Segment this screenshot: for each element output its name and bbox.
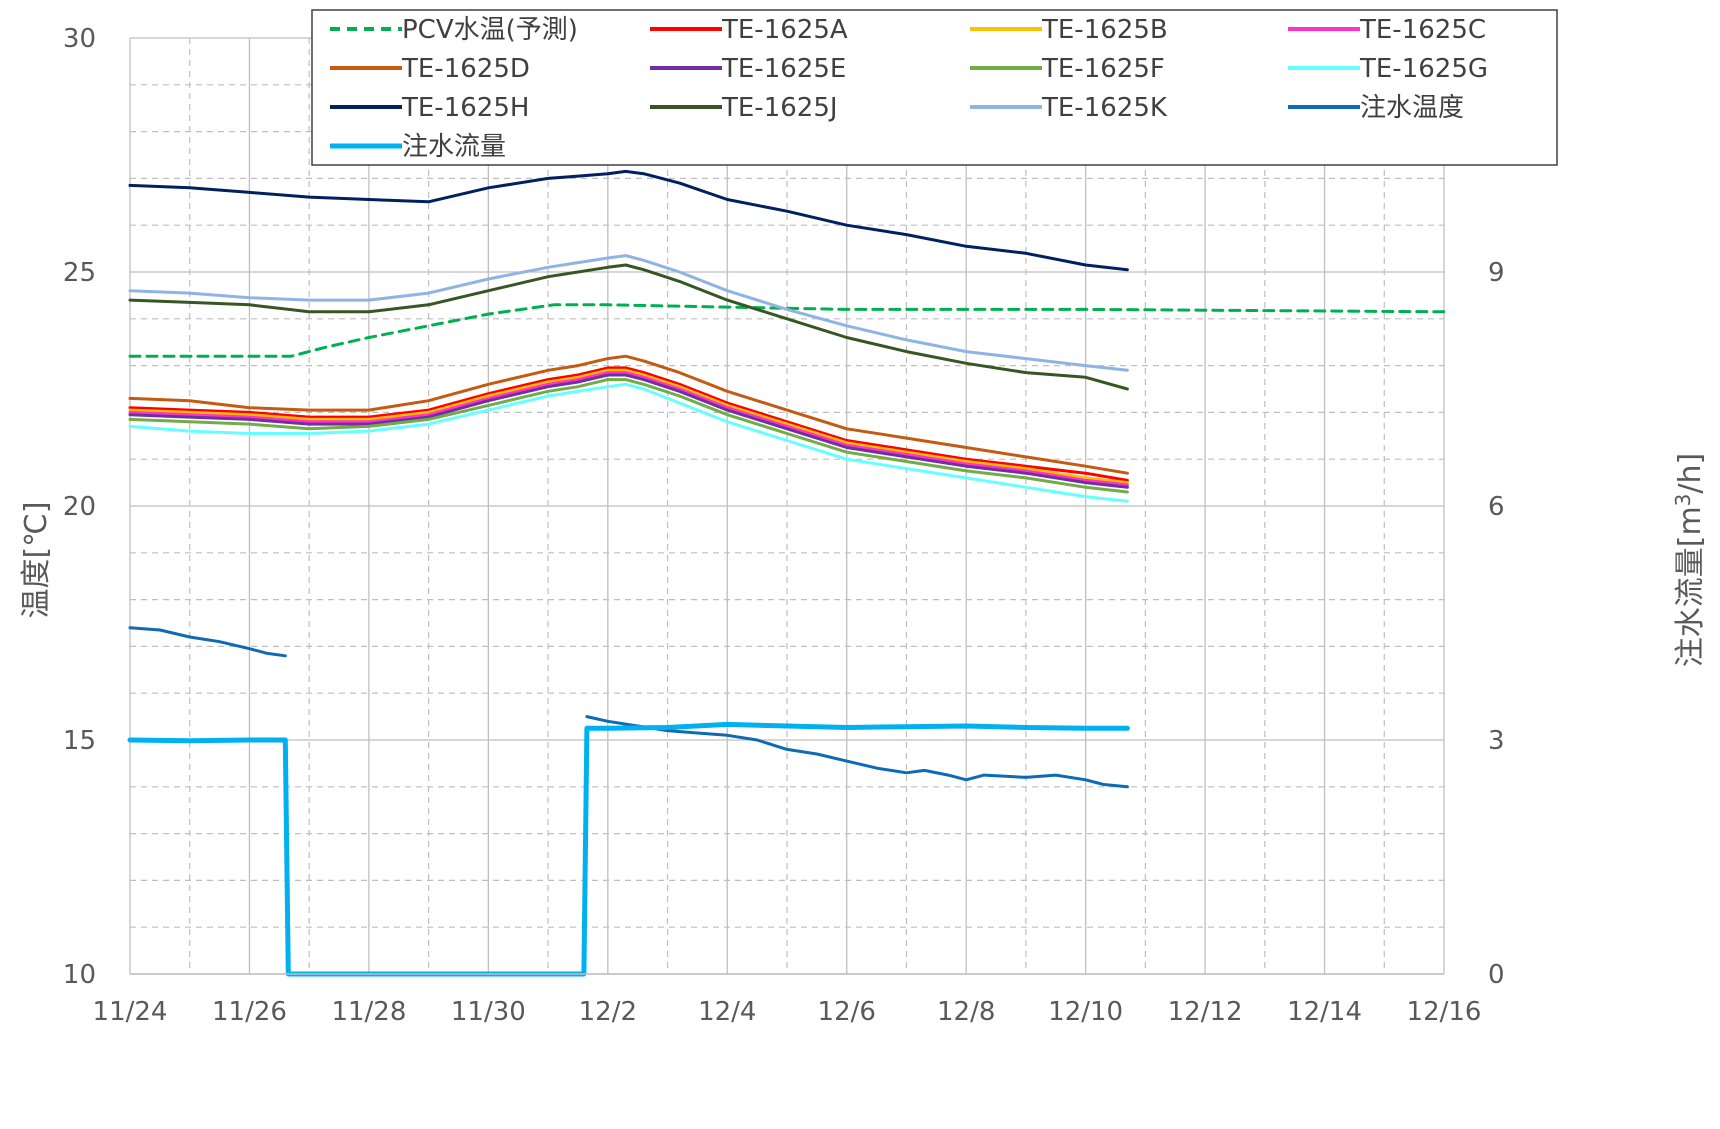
y2-axis-title-base: 注水流量[m <box>1673 506 1708 667</box>
series-line-5 <box>128 373 1129 489</box>
axes: 11/24 11/26 11/28 11/30 12/2 12/4 12/6 12/8 12/1… <box>63 24 1521 1027</box>
x-tick-label: 12/16 <box>1407 997 1482 1027</box>
series-line-10 <box>128 254 1129 372</box>
y-tick-label: 15 <box>63 726 96 756</box>
legend-label: TE-1625E <box>721 54 846 84</box>
y2-axis-title-tail: /h] <box>1673 453 1708 494</box>
x-tick-label: 12/10 <box>1048 997 1123 1027</box>
grid <box>129 37 1445 975</box>
legend-label: TE-1625B <box>1041 15 1168 45</box>
x-tick-label: 11/30 <box>451 997 526 1027</box>
legend-label: 注水温度 <box>1360 93 1464 123</box>
legend-label: TE-1625G <box>1359 54 1488 84</box>
series-line-0 <box>128 303 1446 358</box>
series-line-2 <box>128 368 1129 485</box>
legend-label: TE-1625D <box>401 54 530 84</box>
series-line-13 <box>127 721 1130 977</box>
y-axis-title: 温度[℃] <box>19 501 54 618</box>
legend-label: 注水流量 <box>402 132 506 162</box>
series-line-6 <box>128 378 1129 494</box>
series-line-1 <box>128 366 1129 482</box>
x-tick-label: 11/28 <box>331 997 406 1027</box>
x-tick-label: 12/4 <box>698 997 756 1027</box>
legend-label: TE-1625J <box>721 93 838 123</box>
x-tick-label: 12/8 <box>937 997 995 1027</box>
series-line-3 <box>128 371 1129 487</box>
y-tick-label: 25 <box>63 258 96 288</box>
series-line-4 <box>128 354 1129 475</box>
legend-label: TE-1625A <box>721 15 848 45</box>
x-tick-label: 12/12 <box>1168 997 1243 1027</box>
y-tick-label: 30 <box>63 24 96 54</box>
x-tick-label: 12/6 <box>818 997 876 1027</box>
series-line-9 <box>128 263 1129 391</box>
series-line-7 <box>128 382 1129 503</box>
legend-label: PCV水温(予測) <box>402 15 578 45</box>
y-tick-label: 10 <box>63 960 96 990</box>
legend-label: TE-1625K <box>1041 93 1168 123</box>
series-line-11 <box>128 626 287 658</box>
y2-tick-label: 0 <box>1488 960 1505 990</box>
x-tick-label: 12/14 <box>1287 997 1362 1027</box>
y-tick-label: 20 <box>63 492 96 522</box>
legend-box <box>311 9 1558 166</box>
x-tick-label: 11/26 <box>212 997 287 1027</box>
y2-axis-title-sup: 3 <box>1671 494 1695 507</box>
x-tick-label: 12/2 <box>579 997 637 1027</box>
series-line-12 <box>585 715 1129 789</box>
y2-axis-title: 注水流量[m3/h] <box>1671 453 1708 668</box>
series-layer <box>127 169 1446 977</box>
legend-label: TE-1625H <box>401 93 529 123</box>
x-tick-label: 11/24 <box>93 997 168 1027</box>
y2-tick-label: 3 <box>1488 726 1505 756</box>
series-line-8 <box>128 169 1129 272</box>
y2-tick-label: 6 <box>1488 492 1505 522</box>
y2-tick-label: 9 <box>1488 258 1505 288</box>
legend-label: TE-1625F <box>1041 54 1165 84</box>
legend-label: TE-1625C <box>1359 15 1486 45</box>
legend: PCV水温(予測) TE-1625A TE-1625B TE-1625C TE-1625… <box>311 9 1558 166</box>
